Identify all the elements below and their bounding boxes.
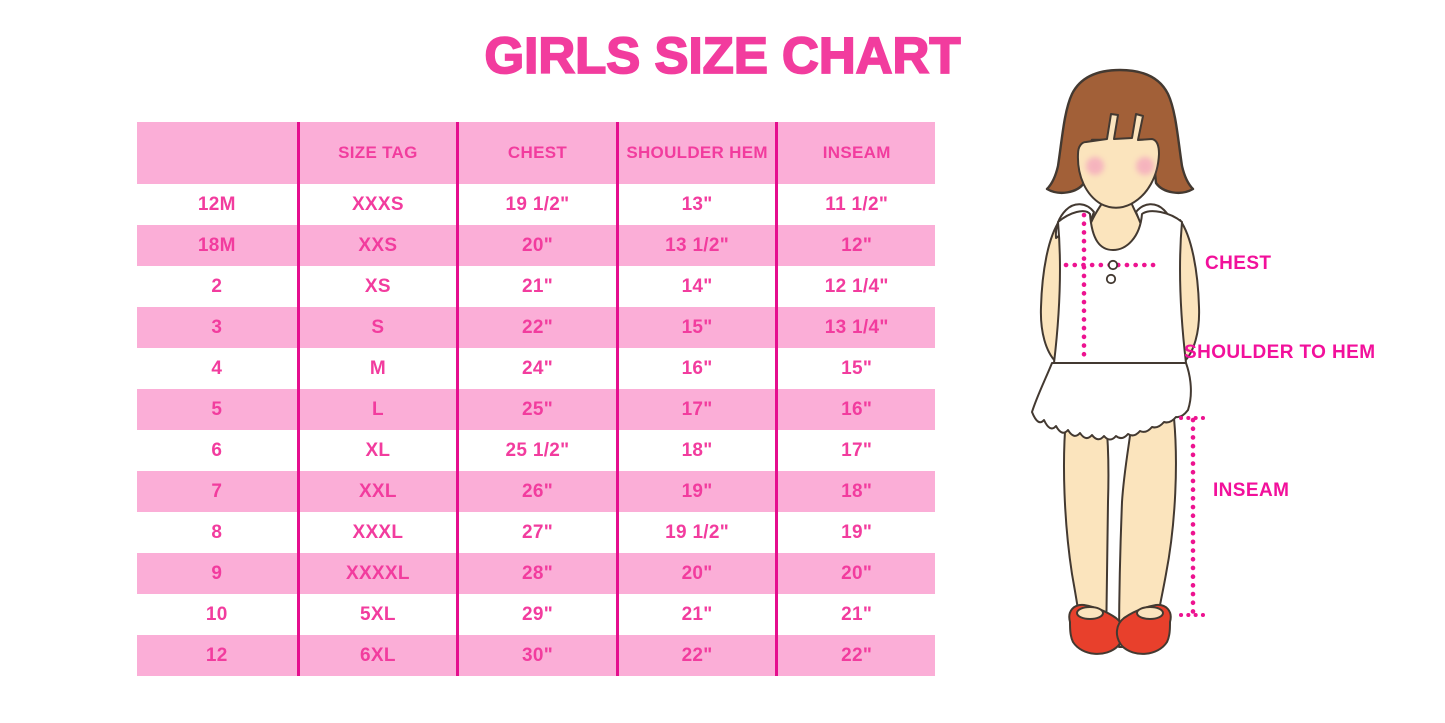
table-cell: M xyxy=(296,348,457,389)
table-cell: 14" xyxy=(615,266,776,307)
page-title: GIRLS SIZE CHART xyxy=(484,26,962,85)
top-garment xyxy=(1053,210,1187,364)
table-cell: 20" xyxy=(775,553,935,594)
table-cell: 5 xyxy=(137,389,297,430)
inseam-measure-label: INSEAM xyxy=(1213,480,1290,501)
table-cell: 19 1/2" xyxy=(456,184,616,225)
table-cell: 20" xyxy=(456,225,616,266)
table-cell: 12 xyxy=(137,635,297,676)
header-cell: INSEAM xyxy=(775,122,935,184)
table-cell: 13 1/2" xyxy=(615,225,776,266)
table-cell: XL xyxy=(296,430,457,471)
table-cell: 16" xyxy=(775,389,935,430)
table-cell: 18" xyxy=(615,430,776,471)
table-cell: 6XL xyxy=(296,635,457,676)
table-cell: 20" xyxy=(615,553,776,594)
table-cell: 15" xyxy=(615,307,776,348)
table-cell: 19" xyxy=(615,471,776,512)
table-cell: 19" xyxy=(775,512,935,553)
table-cell: 17" xyxy=(615,389,776,430)
table-cell: 2 xyxy=(211,275,223,297)
left-blush xyxy=(1086,157,1104,175)
table-cell: 24" xyxy=(456,348,616,389)
table-cell: XXXL xyxy=(296,512,457,553)
face xyxy=(1076,113,1160,209)
table-cell: 15" xyxy=(775,348,935,389)
table-cell: 3 xyxy=(137,307,297,348)
table-cell: 21" xyxy=(615,594,776,635)
table-cell: 22" xyxy=(456,307,616,348)
skirt xyxy=(1031,362,1192,441)
header-cell xyxy=(137,122,297,184)
table-cell: 19 1/2" xyxy=(615,512,776,553)
table-cell: XXL xyxy=(296,471,457,512)
table-cell: 11 1/2" xyxy=(775,184,935,225)
top-button xyxy=(1107,259,1119,271)
table-cell: 22" xyxy=(775,635,935,676)
table-cell: 12 1/4" xyxy=(775,266,935,307)
table-cell: 27" xyxy=(456,512,616,553)
shoulder-to-hem-measure-label: SHOULDER TO HEM xyxy=(1184,342,1376,363)
table-cell: 5XL xyxy=(296,594,457,635)
table-cell: 17" xyxy=(775,430,935,471)
size-table: SIZE TAG CHEST SHOULDER HEM INSEAM 12M XXXS 19… xyxy=(137,122,935,676)
bottom-button xyxy=(1105,273,1117,285)
table-cell: 9 xyxy=(137,553,297,594)
header-cell: CHEST xyxy=(456,122,616,184)
right-shoe-opening xyxy=(1136,606,1164,620)
table-cell: 30" xyxy=(456,635,616,676)
table-cell: 28" xyxy=(456,553,616,594)
table-cell: 25 1/2" xyxy=(456,430,616,471)
table-cell: 13 1/4" xyxy=(775,307,935,348)
table-cell: 29" xyxy=(456,594,616,635)
table-cell: 7 xyxy=(137,471,297,512)
chest-measure-label: CHEST xyxy=(1205,253,1272,274)
table-cell: 13" xyxy=(615,184,776,225)
table-cell: 12M xyxy=(197,193,236,215)
table-cell: 4 xyxy=(211,357,223,379)
table-cell: 21" xyxy=(775,594,935,635)
table-cell: 25" xyxy=(456,389,616,430)
right-leg xyxy=(1118,417,1177,648)
right-blush xyxy=(1136,157,1154,175)
girl-illustration xyxy=(1031,68,1207,655)
table-cell: 12" xyxy=(775,225,935,266)
table-cell: S xyxy=(296,307,457,348)
table-cell: 8 xyxy=(211,521,223,543)
left-shoe-opening xyxy=(1076,606,1104,620)
table-cell: L xyxy=(296,389,457,430)
table-cell: 10 xyxy=(205,603,228,625)
table-cell: 18M xyxy=(137,225,297,266)
table-cell: 22" xyxy=(615,635,776,676)
header-cell: SIZE TAG xyxy=(296,122,457,184)
table-cell: 26" xyxy=(456,471,616,512)
table-cell: XS xyxy=(296,266,457,307)
table-cell: 18" xyxy=(775,471,935,512)
table-cell: 16" xyxy=(615,348,776,389)
table-cell: XXXXL xyxy=(296,553,457,594)
table-cell: 6 xyxy=(211,439,223,461)
table-cell: 21" xyxy=(456,266,616,307)
header-cell: SHOULDER HEM xyxy=(615,122,776,184)
table-cell: XXS xyxy=(296,225,457,266)
table-cell: XXXS xyxy=(296,184,457,225)
